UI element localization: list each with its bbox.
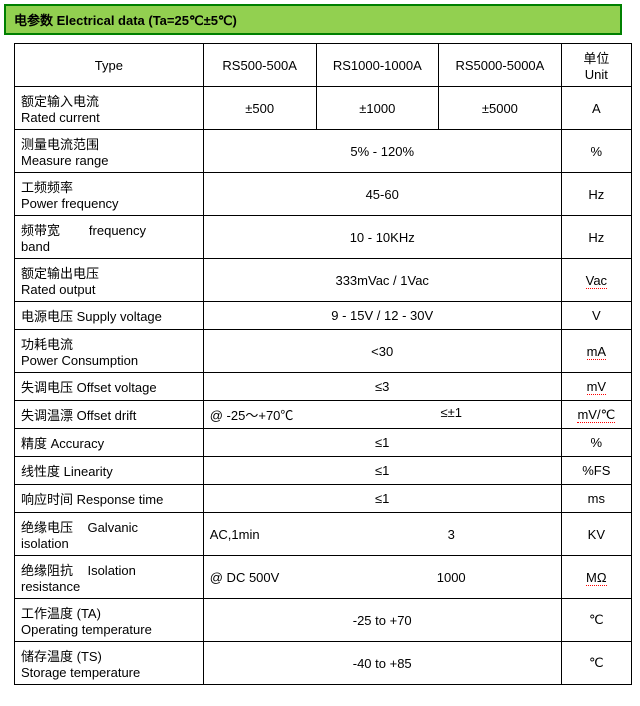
unit-offset-voltage: mV bbox=[561, 373, 631, 401]
row-galvanic: 绝缘电压 Galvanic isolation AC,1min 3 KV bbox=[15, 513, 632, 556]
row-supply-voltage: 电源电压 Supply voltage 9 - 15V / 12 - 30V V bbox=[15, 302, 632, 330]
label-galvanic: 绝缘电压 Galvanic isolation bbox=[15, 513, 204, 556]
val-freq-band: 10 - 10KHz bbox=[203, 216, 561, 259]
label-op-temp: 工作温度 (TA) Operating temperature bbox=[15, 599, 204, 642]
unit-storage-temp: ℃ bbox=[561, 642, 631, 685]
label-supply-voltage: 电源电压 Supply voltage bbox=[15, 302, 204, 330]
val-rated-current-1: ±500 bbox=[203, 87, 316, 130]
val-galvanic: AC,1min 3 bbox=[203, 513, 561, 556]
label-freq-band: 频带宽 frequency band bbox=[15, 216, 204, 259]
row-rated-output: 额定输出电压 Rated output 333mVac / 1Vac Vac bbox=[15, 259, 632, 302]
val-rated-current-2: ±1000 bbox=[316, 87, 439, 130]
val-rated-output: 333mVac / 1Vac bbox=[203, 259, 561, 302]
val-supply-voltage: 9 - 15V / 12 - 30V bbox=[203, 302, 561, 330]
val-accuracy: ≤1 bbox=[203, 429, 561, 457]
val-power-cons: <30 bbox=[203, 330, 561, 373]
unit-rated-current: A bbox=[561, 87, 631, 130]
label-offset-drift: 失调温漂 Offset drift bbox=[15, 401, 204, 429]
spec-table: Type RS500-500A RS1000-1000A RS5000-5000… bbox=[14, 43, 632, 685]
row-accuracy: 精度 Accuracy ≤1 % bbox=[15, 429, 632, 457]
unit-rated-output: Vac bbox=[561, 259, 631, 302]
row-offset-voltage: 失调电压 Offset voltage ≤3 mV bbox=[15, 373, 632, 401]
label-isolation-res: 绝缘阻抗 Isolation resistance bbox=[15, 556, 204, 599]
col-model-1: RS500-500A bbox=[203, 44, 316, 87]
label-offset-voltage: 失调电压 Offset voltage bbox=[15, 373, 204, 401]
row-linearity: 线性度 Linearity ≤1 %FS bbox=[15, 457, 632, 485]
unit-isolation-res: MΩ bbox=[561, 556, 631, 599]
label-response-time: 响应时间 Response time bbox=[15, 485, 204, 513]
unit-galvanic: KV bbox=[561, 513, 631, 556]
col-unit: 单位 Unit bbox=[561, 44, 631, 87]
table-header-row: Type RS500-500A RS1000-1000A RS5000-5000… bbox=[15, 44, 632, 87]
unit-linearity: %FS bbox=[561, 457, 631, 485]
val-isolation-res: @ DC 500V 1000 bbox=[203, 556, 561, 599]
unit-supply-voltage: V bbox=[561, 302, 631, 330]
unit-measure-range: % bbox=[561, 130, 631, 173]
row-offset-drift: 失调温漂 Offset drift @ -25～+70℃ ≤±1 mV/℃ bbox=[15, 401, 632, 429]
row-power-cons: 功耗电流 Power Consumption <30 mA bbox=[15, 330, 632, 373]
section-header: 电参数 Electrical data (Ta=25℃±5℃) bbox=[4, 4, 622, 35]
label-measure-range: 测量电流范围 Measure range bbox=[15, 130, 204, 173]
col-type: Type bbox=[15, 44, 204, 87]
unit-offset-drift: mV/℃ bbox=[561, 401, 631, 429]
label-rated-output: 额定输出电压 Rated output bbox=[15, 259, 204, 302]
col-model-3: RS5000-5000A bbox=[439, 44, 562, 87]
unit-power-cons: mA bbox=[561, 330, 631, 373]
row-rated-current: 额定输入电流 Rated current ±500 ±1000 ±5000 A bbox=[15, 87, 632, 130]
unit-freq-band: Hz bbox=[561, 216, 631, 259]
val-storage-temp: -40 to +85 bbox=[203, 642, 561, 685]
val-measure-range: 5% - 120% bbox=[203, 130, 561, 173]
label-power-freq: 工频频率 Power frequency bbox=[15, 173, 204, 216]
val-power-freq: 45-60 bbox=[203, 173, 561, 216]
unit-cn: 单位 bbox=[583, 51, 609, 66]
val-response-time: ≤1 bbox=[203, 485, 561, 513]
unit-en: Unit bbox=[585, 67, 608, 82]
val-op-temp: -25 to +70 bbox=[203, 599, 561, 642]
val-rated-current-3: ±5000 bbox=[439, 87, 562, 130]
section-title: 电参数 Electrical data (Ta=25℃±5℃) bbox=[14, 13, 237, 28]
unit-op-temp: ℃ bbox=[561, 599, 631, 642]
col-model-2: RS1000-1000A bbox=[316, 44, 439, 87]
label-linearity: 线性度 Linearity bbox=[15, 457, 204, 485]
label-accuracy: 精度 Accuracy bbox=[15, 429, 204, 457]
row-response-time: 响应时间 Response time ≤1 ms bbox=[15, 485, 632, 513]
row-power-freq: 工频频率 Power frequency 45-60 Hz bbox=[15, 173, 632, 216]
label-power-cons: 功耗电流 Power Consumption bbox=[15, 330, 204, 373]
val-offset-voltage: ≤3 bbox=[203, 373, 561, 401]
val-offset-drift: @ -25～+70℃ ≤±1 bbox=[203, 401, 561, 429]
unit-power-freq: Hz bbox=[561, 173, 631, 216]
label-rated-current: 额定输入电流 Rated current bbox=[15, 87, 204, 130]
row-freq-band: 频带宽 frequency band 10 - 10KHz Hz bbox=[15, 216, 632, 259]
row-isolation-res: 绝缘阻抗 Isolation resistance @ DC 500V 1000… bbox=[15, 556, 632, 599]
unit-response-time: ms bbox=[561, 485, 631, 513]
val-linearity: ≤1 bbox=[203, 457, 561, 485]
unit-accuracy: % bbox=[561, 429, 631, 457]
row-storage-temp: 储存温度 (TS) Storage temperature -40 to +85… bbox=[15, 642, 632, 685]
label-storage-temp: 储存温度 (TS) Storage temperature bbox=[15, 642, 204, 685]
row-measure-range: 测量电流范围 Measure range 5% - 120% % bbox=[15, 130, 632, 173]
row-op-temp: 工作温度 (TA) Operating temperature -25 to +… bbox=[15, 599, 632, 642]
